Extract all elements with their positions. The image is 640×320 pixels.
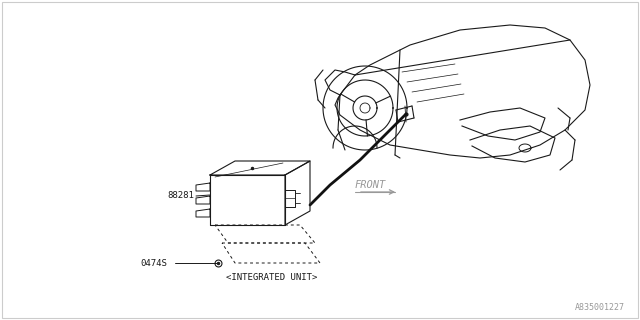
Text: A835001227: A835001227 [575, 303, 625, 313]
Text: <INTEGRATED UNIT>: <INTEGRATED UNIT> [227, 273, 317, 282]
Text: FRONT: FRONT [355, 180, 387, 190]
Text: 88281: 88281 [167, 191, 194, 201]
Text: 0474S: 0474S [140, 259, 167, 268]
